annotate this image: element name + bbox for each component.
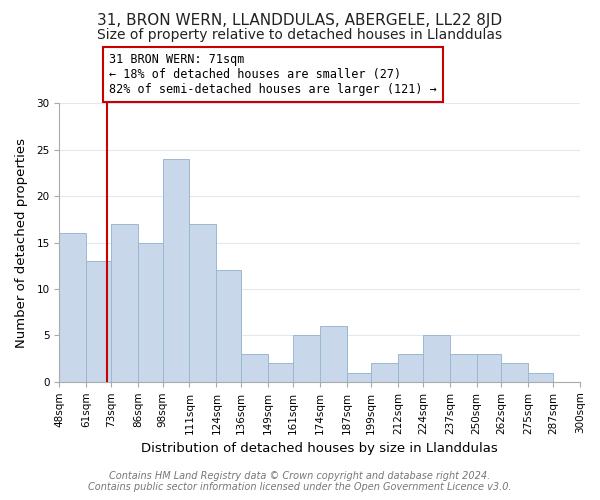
Y-axis label: Number of detached properties: Number of detached properties xyxy=(15,138,28,348)
Bar xyxy=(502,363,529,382)
Bar xyxy=(190,224,217,382)
Bar xyxy=(86,261,111,382)
X-axis label: Distribution of detached houses by size in Llanddulas: Distribution of detached houses by size … xyxy=(141,442,498,455)
Bar xyxy=(111,224,138,382)
Text: 31, BRON WERN, LLANDDULAS, ABERGELE, LL22 8JD: 31, BRON WERN, LLANDDULAS, ABERGELE, LL2… xyxy=(97,12,503,28)
Bar xyxy=(268,363,293,382)
Text: Size of property relative to detached houses in Llanddulas: Size of property relative to detached ho… xyxy=(97,28,503,42)
Bar xyxy=(450,354,476,382)
Bar xyxy=(241,354,268,382)
Bar xyxy=(217,270,241,382)
Bar xyxy=(423,336,450,382)
Bar xyxy=(320,326,347,382)
Bar xyxy=(371,363,398,382)
Bar xyxy=(347,372,371,382)
Text: 31 BRON WERN: 71sqm
← 18% of detached houses are smaller (27)
82% of semi-detach: 31 BRON WERN: 71sqm ← 18% of detached ho… xyxy=(109,53,437,96)
Bar xyxy=(529,372,553,382)
Bar xyxy=(138,242,163,382)
Bar xyxy=(59,234,86,382)
Bar xyxy=(398,354,423,382)
Bar xyxy=(163,159,190,382)
Bar xyxy=(476,354,502,382)
Text: Contains HM Land Registry data © Crown copyright and database right 2024.
Contai: Contains HM Land Registry data © Crown c… xyxy=(88,471,512,492)
Bar xyxy=(293,336,320,382)
